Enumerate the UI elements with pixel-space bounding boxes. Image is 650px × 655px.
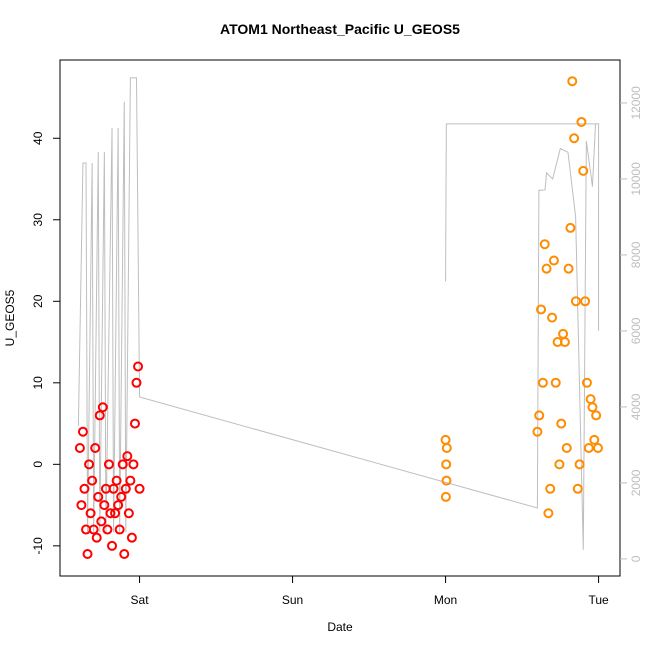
data-point	[110, 508, 121, 519]
data-point	[539, 239, 550, 250]
data-point	[87, 475, 98, 486]
data-point	[113, 500, 124, 511]
data-point	[534, 410, 545, 421]
data-point	[550, 377, 561, 388]
y-axis-label: U_GEOS5	[3, 289, 17, 346]
data-point	[117, 459, 128, 470]
data-point	[592, 443, 603, 454]
data-point	[105, 508, 116, 519]
y2-tick-label: 0	[629, 555, 643, 562]
data-point	[134, 483, 145, 494]
data-point	[536, 304, 547, 315]
x-tick-label: Mon	[434, 593, 457, 607]
data-point	[569, 133, 580, 144]
data-point	[545, 483, 556, 494]
data-point	[107, 540, 118, 551]
data-point	[114, 524, 125, 535]
y-tick-label: -10	[31, 537, 45, 555]
data-point	[548, 255, 559, 266]
data-point	[77, 426, 88, 437]
x-tick-label: Sun	[282, 593, 303, 607]
x-tick-label: Tue	[588, 593, 609, 607]
data-point	[441, 459, 452, 470]
data-point	[133, 361, 144, 372]
data-point	[585, 394, 596, 405]
data-point	[543, 508, 554, 519]
y2-tick-label: 12000	[629, 86, 643, 120]
data-point	[580, 296, 591, 307]
y-tick-label: 30	[31, 213, 45, 227]
y2-tick-label: 2000	[629, 469, 643, 496]
altitude-line	[77, 77, 600, 550]
data-point	[570, 296, 581, 307]
y2-tick-label: 4000	[629, 393, 643, 420]
data-point	[129, 418, 140, 429]
y-tick-label: 20	[31, 294, 45, 308]
data-point	[547, 312, 558, 323]
data-point	[88, 524, 99, 535]
data-point	[558, 328, 569, 339]
y-tick-label: 40	[31, 131, 45, 145]
data-point	[574, 459, 585, 470]
data-point	[576, 116, 587, 127]
data-point	[532, 426, 543, 437]
y2-tick-label: 6000	[629, 317, 643, 344]
chart-title: ATOM1 Northeast_Pacific U_GEOS5	[220, 21, 460, 37]
data-point	[79, 483, 90, 494]
data-point	[84, 459, 95, 470]
x-axis-label: Date	[327, 620, 353, 634]
data-point	[123, 508, 134, 519]
data-point	[559, 337, 570, 348]
data-point	[556, 418, 567, 429]
data-point	[561, 443, 572, 454]
y-tick-label: 10	[31, 376, 45, 390]
data-point	[82, 548, 93, 559]
data-point	[125, 475, 136, 486]
data-point	[96, 516, 107, 527]
data-point	[122, 451, 133, 462]
data-point	[554, 459, 565, 470]
data-point	[440, 434, 451, 445]
data-point	[119, 548, 130, 559]
data-point	[111, 475, 122, 486]
data-point	[108, 483, 119, 494]
plot-frame	[59, 59, 621, 577]
data-point	[541, 263, 552, 274]
x-tick-label: Sat	[131, 593, 150, 607]
data-point	[74, 443, 85, 454]
data-point	[578, 165, 589, 176]
data-point	[76, 500, 87, 511]
data-point	[441, 475, 452, 486]
data-point	[102, 524, 113, 535]
data-point	[97, 402, 108, 413]
data-point	[120, 483, 131, 494]
data-point	[537, 377, 548, 388]
data-point	[567, 76, 578, 87]
data-point	[99, 500, 110, 511]
y2-tick-label: 10000	[629, 162, 643, 196]
data-point	[587, 402, 598, 413]
y-tick-label: 0	[31, 461, 45, 468]
data-point	[94, 410, 105, 421]
data-point	[131, 377, 142, 388]
data-point	[116, 491, 127, 502]
data-point	[103, 459, 114, 470]
y2-tick-label: 8000	[629, 241, 643, 268]
data-point	[581, 377, 592, 388]
data-point	[93, 491, 104, 502]
data-point	[591, 410, 602, 421]
data-point	[90, 443, 101, 454]
data-point	[128, 459, 139, 470]
data-point	[589, 434, 600, 445]
data-point	[563, 263, 574, 274]
data-point	[565, 222, 576, 233]
data-point	[91, 532, 102, 543]
data-point	[572, 483, 583, 494]
data-point	[440, 491, 451, 502]
data-point	[441, 443, 452, 454]
data-point	[583, 443, 594, 454]
data-point	[85, 508, 96, 519]
data-point	[126, 532, 137, 543]
